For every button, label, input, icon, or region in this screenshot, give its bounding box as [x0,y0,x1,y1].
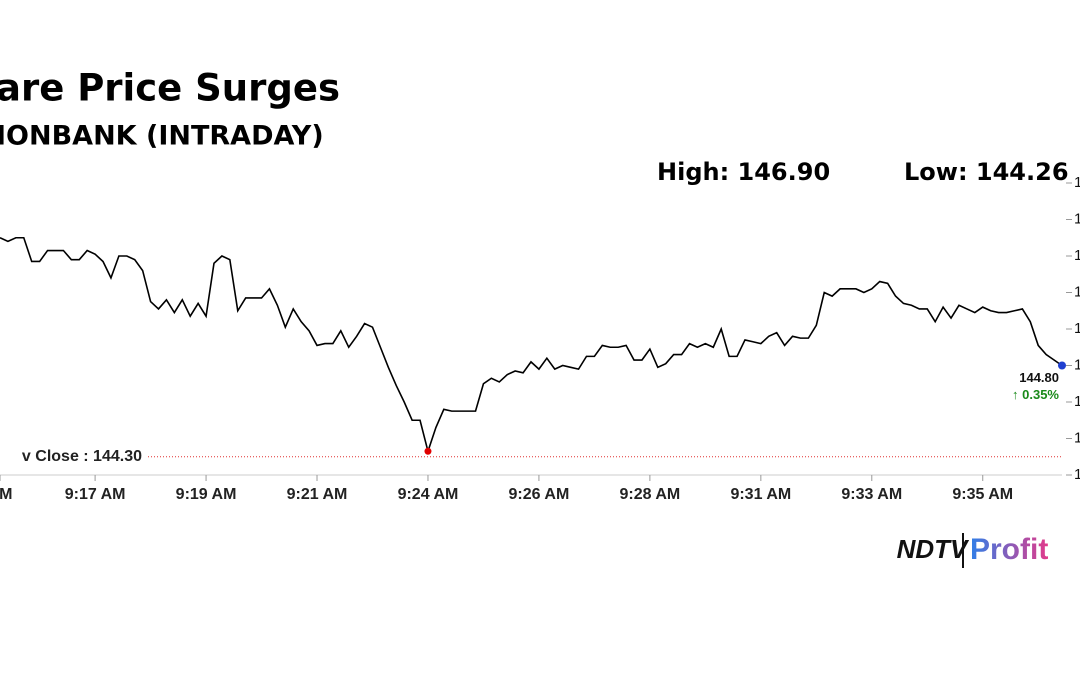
price-line [0,236,1063,455]
x-tick-label: 9:33 AM [841,486,902,503]
x-tick-label: 9:26 AM [509,486,570,503]
high-label: High: 146.90 [657,158,830,186]
y-tick-label: 1 [1074,429,1080,446]
x-tick-label: 9:35 AM [952,486,1013,503]
x-tick-label: AM [0,486,12,503]
y-tick-label: 1 [1074,210,1080,227]
x-tick-label: 9:17 AM [65,486,126,503]
y-tick-label: 1 [1074,393,1080,410]
x-tick-label: 9:31 AM [730,486,791,503]
x-tick-label: 9:28 AM [619,486,680,503]
x-tick-label: 9:21 AM [287,486,348,503]
low-label: Low: 144.26 [904,158,1069,186]
last-price-label: 144.80 [1019,370,1059,385]
logo-right: Profit [970,533,1048,566]
change-label: ↑ 0.35% [1012,387,1059,402]
chart-subtitle: IONBANK (INTRADAY) [0,121,324,152]
x-tick-label: 9:24 AM [398,486,459,503]
y-tick-label: 1 [1074,320,1080,337]
y-tick-label: 1 [1074,247,1080,264]
y-tick-label: 1 [1074,283,1080,300]
chart-title: are Price Surges [0,67,340,110]
prev-close-label: v Close : 144.30 [22,448,142,465]
y-tick-label: 1 [1074,356,1080,373]
last-marker [1058,361,1066,370]
logo-left: NDTV [897,534,970,564]
x-tick-label: 9:19 AM [176,486,237,503]
y-tick-label: 1 [1074,174,1080,191]
low-marker [424,447,432,455]
y-tick-label: 1 [1074,466,1080,483]
